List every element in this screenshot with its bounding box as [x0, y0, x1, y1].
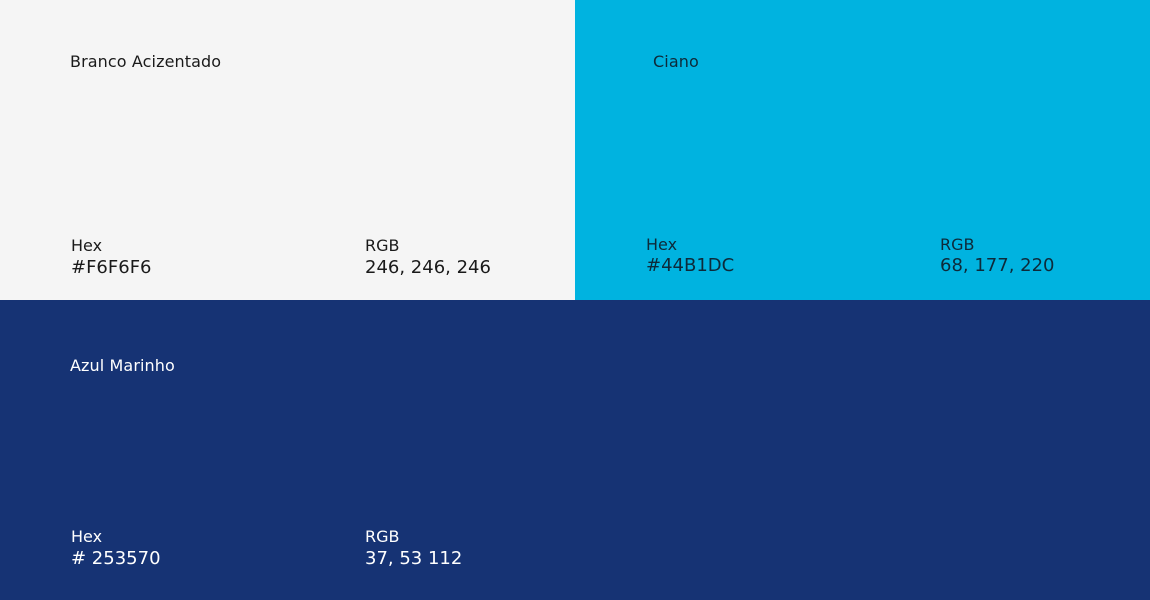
rgb-label: RGB [940, 235, 975, 254]
swatch-name: Branco Acizentado [70, 52, 222, 71]
rgb-value: 246, 246, 246 [365, 257, 491, 278]
rgb-value: 37, 53 112 [365, 548, 463, 569]
swatch-name: Azul Marinho [70, 356, 175, 375]
swatch-ciano: Ciano Hex #44B1DC RGB 68, 177, 220 [575, 0, 1150, 300]
hex-value: #F6F6F6 [71, 257, 152, 278]
hex-value: # 253570 [71, 548, 161, 569]
hex-label: Hex [646, 235, 678, 254]
swatch-branco-acizentado: Branco Acizentado Hex #F6F6F6 RGB 246, 2… [0, 0, 575, 300]
hex-label: Hex [71, 527, 103, 546]
rgb-label: RGB [365, 527, 400, 546]
swatch-name: Ciano [653, 52, 699, 71]
rgb-value: 68, 177, 220 [940, 255, 1055, 276]
rgb-label: RGB [365, 236, 400, 255]
hex-value: #44B1DC [646, 255, 735, 276]
swatch-azul-marinho: Azul Marinho Hex # 253570 RGB 37, 53 112 [0, 300, 1150, 600]
hex-label: Hex [71, 236, 103, 255]
